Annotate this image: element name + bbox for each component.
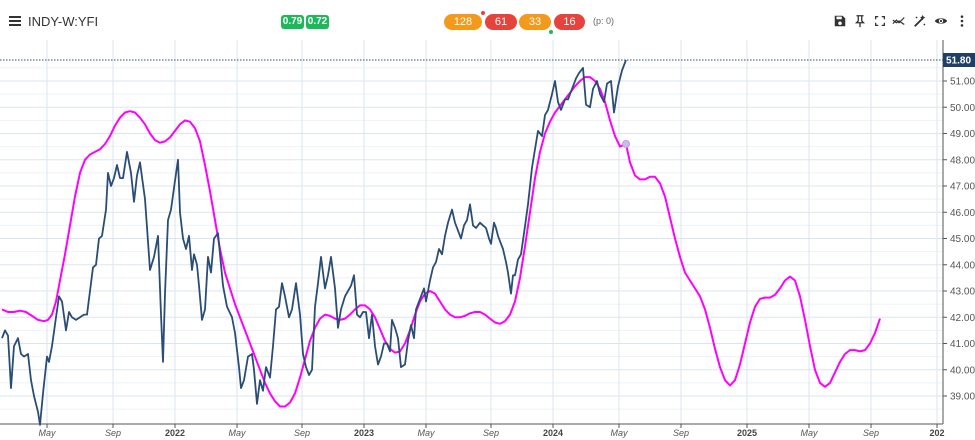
y-tick-label: 47.00 xyxy=(950,182,975,193)
y-axis-ticks: 51.00 50.00 49.00 48.00 47.00 46.00 45.00 44.00… xyxy=(943,77,975,403)
x-tick-label: Sep xyxy=(863,428,879,438)
x-tick-label: Sep xyxy=(673,428,689,438)
x-tick-label: 2025 xyxy=(737,428,757,438)
y-tick-label: 44.00 xyxy=(950,260,975,271)
correlation-badge-1: 0.79 xyxy=(281,15,304,29)
y-tick-label: 49.00 xyxy=(950,129,975,140)
y-tick-label: 42.00 xyxy=(950,313,975,324)
x-tick-label: 202 xyxy=(929,428,944,438)
red-indicator-dot xyxy=(481,11,485,15)
x-tick-label: Sep xyxy=(105,428,121,438)
last-price-label: 51.80 xyxy=(946,56,971,67)
eye-icon[interactable] xyxy=(934,13,948,29)
trend-lines-icon[interactable] xyxy=(892,13,906,29)
count-pill-1[interactable]: 128 xyxy=(444,14,482,30)
x-tick-label: 2024 xyxy=(543,428,563,438)
magic-wand-icon[interactable] xyxy=(913,13,927,29)
x-tick-label: 2023 xyxy=(354,428,374,438)
chart-grid xyxy=(0,40,943,424)
x-tick-label: 2022 xyxy=(165,428,185,438)
y-tick-label: 39.00 xyxy=(950,392,975,403)
projection-marker-point xyxy=(622,140,630,148)
y-tick-label: 40.00 xyxy=(950,365,975,376)
y-tick-label: 41.00 xyxy=(950,339,975,350)
count-pill-2[interactable]: 61 xyxy=(485,14,517,30)
x-tick-label: May xyxy=(800,428,818,438)
y-tick-label: 48.00 xyxy=(950,155,975,166)
save-icon[interactable] xyxy=(833,13,847,29)
last-price-tag xyxy=(943,53,975,67)
y-tick-label: 50.00 xyxy=(950,103,975,114)
x-tick-label: Sep xyxy=(294,428,310,438)
y-tick-label: 45.00 xyxy=(950,234,975,245)
x-tick-label: May xyxy=(417,428,435,438)
y-tick-label: 43.00 xyxy=(950,287,975,298)
x-tick-label: Sep xyxy=(483,428,499,438)
projection-line xyxy=(1,76,881,408)
x-axis-ticks: May Sep 2022 May Sep 2023 May Sep 2024 May Sep 2025… xyxy=(38,424,945,438)
x-tick-label: May xyxy=(610,428,628,438)
count-pill-4[interactable]: 16 xyxy=(554,14,585,30)
y-tick-label: 51.00 xyxy=(950,77,975,88)
green-indicator-dot xyxy=(549,30,553,34)
fullscreen-icon[interactable] xyxy=(873,13,887,29)
chart-header: INDY-W:YFI 0.79 0.72 128 61 33 16 (p: 0) xyxy=(0,0,975,40)
p-count-label: (p: 0) xyxy=(593,16,615,26)
price-line xyxy=(1,59,627,426)
y-tick-label: 46.00 xyxy=(950,208,975,219)
x-tick-label: May xyxy=(38,428,56,438)
symbol-title: INDY-W:YFI xyxy=(28,14,99,29)
more-vert-icon[interactable] xyxy=(955,13,969,29)
x-tick-label: May xyxy=(228,428,246,438)
pin-icon[interactable] xyxy=(853,13,867,29)
hamburger-menu-icon[interactable] xyxy=(9,16,21,26)
count-pill-3[interactable]: 33 xyxy=(519,14,551,30)
correlation-badge-2: 0.72 xyxy=(306,15,329,29)
